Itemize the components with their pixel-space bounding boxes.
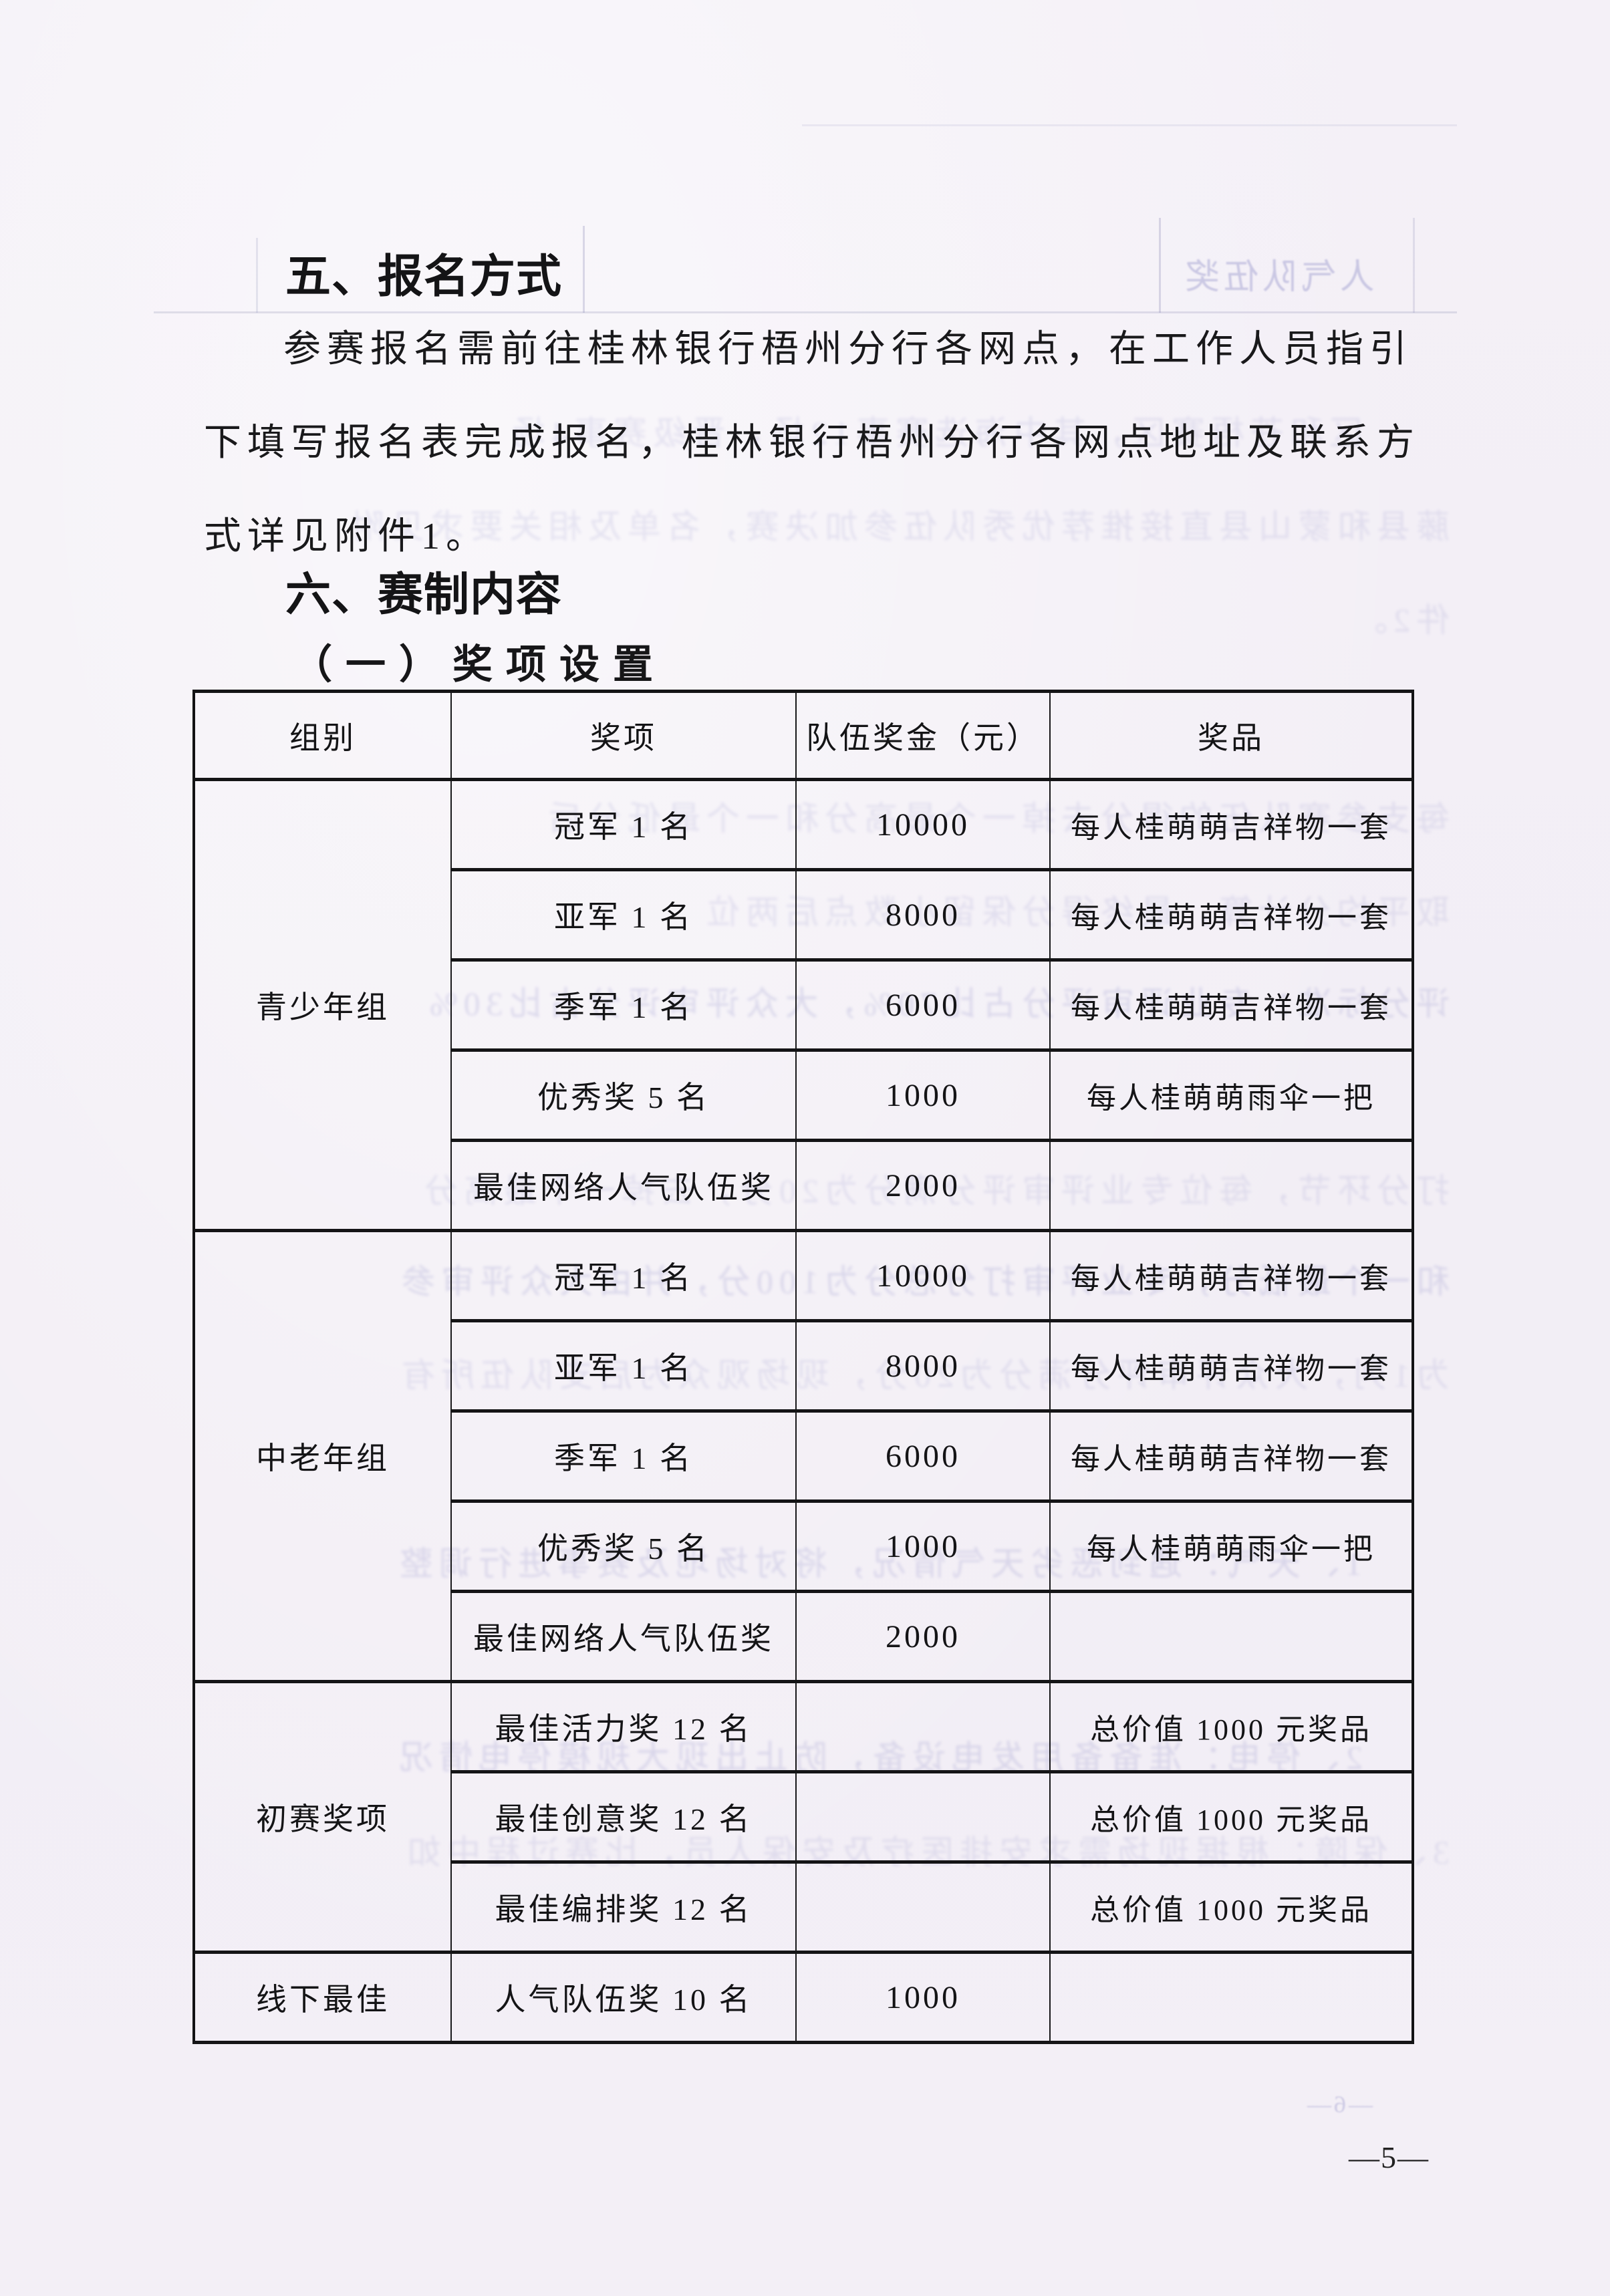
prize-cell: 每人桂萌萌吉祥物一套 — [1049, 778, 1414, 871]
money-cell: 10000 — [795, 1229, 1051, 1322]
table-row: 青少年组 冠军 1 名 10000 每人桂萌萌吉祥物一套 — [193, 778, 1414, 1232]
table-row: 最佳创意奖 12 名 总价值 1000 元奖品 — [194, 1770, 1414, 1864]
bleed-table-line — [802, 124, 1457, 126]
prize-cell: 每人桂萌萌吉祥物一套 — [1049, 958, 1414, 1052]
table-row: 优秀奖 5 名 1000 每人桂萌萌雨伞一把 — [194, 1048, 1414, 1142]
money-cell: 8000 — [795, 868, 1051, 962]
awards-table: 组别 奖项 队伍奖金（元） 奖品 青少年组 冠军 1 名 10000 每人桂萌萌吉祥物… — [192, 690, 1414, 2044]
money-cell: 2000 — [795, 1139, 1051, 1232]
prize-cell: 每人桂萌萌吉祥物一套 — [1049, 1229, 1414, 1322]
section-5-paragraph-line: 下填写报名表完成报名，桂林银行梧州分行各网点地址及联系方 — [204, 422, 1420, 464]
prize-cell: 每人桂萌萌雨伞一把 — [1049, 1048, 1414, 1142]
prize-cell — [1049, 1951, 1414, 2044]
awards-subsection-heading: （一）奖项设置 — [292, 643, 666, 687]
bleed-text: 件2。 — [1348, 601, 1450, 639]
money-cell: 6000 — [795, 958, 1051, 1052]
table-row: 最佳编排奖 12 名 总价值 1000 元奖品 — [194, 1860, 1414, 1954]
bleed-table-line — [583, 226, 585, 313]
prize-cell: 每人桂萌萌吉祥物一套 — [1049, 1409, 1414, 1503]
award-cell: 最佳网络人气队伍奖 — [450, 1590, 797, 1683]
table-row: 最佳网络人气队伍奖 2000 — [194, 1590, 1414, 1683]
section-6-heading: 六、赛制内容 — [285, 569, 563, 620]
header-prize: 奖品 — [1049, 690, 1414, 781]
money-cell — [795, 1770, 1051, 1864]
table-row: 线下最佳 人气队伍奖 10 名 1000 — [193, 1951, 1414, 2044]
award-cell: 最佳编排奖 12 名 — [450, 1860, 797, 1954]
bleed-table-line — [154, 311, 1457, 313]
header-money: 队伍奖金（元） — [795, 690, 1051, 781]
money-cell: 1000 — [795, 1951, 1051, 2044]
money-cell: 2000 — [795, 1590, 1051, 1683]
money-cell: 1000 — [795, 1499, 1051, 1593]
award-cell: 最佳创意奖 12 名 — [450, 1770, 797, 1864]
award-cell: 冠军 1 名 — [450, 1229, 797, 1322]
prize-cell — [1049, 1590, 1414, 1683]
table-row: 最佳网络人气队伍奖 2000 — [194, 1139, 1414, 1232]
award-cell: 优秀奖 5 名 — [450, 1048, 797, 1142]
group-cell: 青少年组 — [193, 778, 452, 1232]
award-cell: 冠军 1 名 — [450, 778, 797, 871]
table-row: 亚军 1 名 8000 每人桂萌萌吉祥物一套 — [194, 868, 1414, 962]
header-award: 奖项 — [450, 690, 797, 781]
page-number: —5— — [1349, 2140, 1430, 2174]
award-cell: 最佳网络人气队伍奖 — [450, 1139, 797, 1232]
table-header-row: 组别 奖项 队伍奖金（元） 奖品 — [193, 690, 1414, 781]
bleed-table-line — [256, 238, 258, 313]
money-cell: 8000 — [795, 1319, 1051, 1413]
prize-cell — [1049, 1139, 1414, 1232]
section-5-paragraph-line: 参赛报名需前往桂林银行梧州分行各网点，在工作人员指引 — [283, 329, 1413, 370]
award-cell: 亚军 1 名 — [450, 1319, 797, 1413]
prize-cell: 总价值 1000 元奖品 — [1049, 1680, 1414, 1773]
award-cell: 亚军 1 名 — [450, 868, 797, 962]
group-cell: 线下最佳 — [193, 1951, 452, 2044]
table-row: 中老年组 冠军 1 名 10000 每人桂萌萌吉祥物一套 — [193, 1229, 1414, 1683]
award-cell: 季军 1 名 — [450, 958, 797, 1052]
award-cell: 人气队伍奖 10 名 — [450, 1951, 797, 2044]
section-5-paragraph-line: 式详见附件1。 — [204, 516, 489, 557]
group-cell: 中老年组 — [193, 1229, 452, 1683]
table-row: 季军 1 名 6000 每人桂萌萌吉祥物一套 — [194, 1409, 1414, 1503]
table-row: 优秀奖 5 名 1000 每人桂萌萌雨伞一把 — [194, 1499, 1414, 1593]
prize-cell: 每人桂萌萌雨伞一把 — [1049, 1499, 1414, 1593]
award-cell: 季军 1 名 — [450, 1409, 797, 1503]
award-cell: 最佳活力奖 12 名 — [450, 1680, 797, 1773]
prize-cell: 总价值 1000 元奖品 — [1049, 1860, 1414, 1954]
header-group: 组别 — [193, 690, 452, 781]
bleed-table-line — [1413, 218, 1415, 313]
bleed-text: 人气队伍奖 — [1180, 259, 1375, 297]
prize-cell: 每人桂萌萌吉祥物一套 — [1049, 868, 1414, 962]
money-cell — [795, 1680, 1051, 1773]
prize-cell: 每人桂萌萌吉祥物一套 — [1049, 1319, 1414, 1413]
table-row: 初赛奖项 最佳活力奖 12 名总价值 1000 元奖品 — [193, 1680, 1414, 1954]
bleed-text: 藤县和蒙山县直接推荐优秀队伍参加决赛，名单及相关要求见附 — [346, 508, 1450, 545]
award-cell: 优秀奖 5 名 — [450, 1499, 797, 1593]
money-cell: 1000 — [795, 1048, 1051, 1142]
money-cell — [795, 1860, 1051, 1954]
bleed-back-page-number: —6— — [1305, 2091, 1373, 2118]
bleed-table-line — [1159, 218, 1161, 313]
money-cell: 6000 — [795, 1409, 1051, 1503]
prize-cell: 总价值 1000 元奖品 — [1049, 1770, 1414, 1864]
table-row: 季军 1 名 6000 每人桂萌萌吉祥物一套 — [194, 958, 1414, 1052]
section-5-heading: 五、报名方式 — [285, 251, 563, 302]
table-row: 亚军 1 名 8000 每人桂萌萌吉祥物一套 — [194, 1319, 1414, 1413]
money-cell: 10000 — [795, 778, 1051, 871]
group-cell: 初赛奖项 — [193, 1680, 452, 1954]
